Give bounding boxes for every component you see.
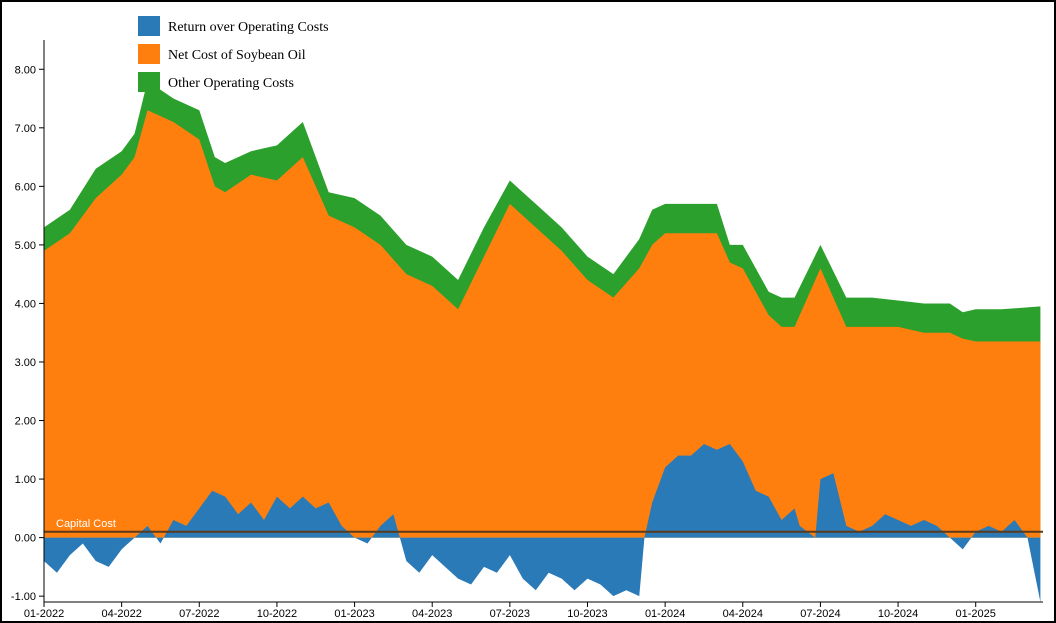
y-tick-label: 5.00 xyxy=(15,240,36,252)
y-tick-label: 0.00 xyxy=(15,533,36,545)
legend-label-soybean: Net Cost of Soybean Oil xyxy=(168,48,306,63)
y-tick-label: 7.00 xyxy=(15,123,36,135)
x-axis: 01-2022 04-2022 07-2022 10-2022 01-2023 04-20… xyxy=(24,601,1043,620)
x-tick-label: 01-2023 xyxy=(334,608,374,620)
y-axis: -1.00 0.00 1.00 2.00 3.00 4.00 5.00 6.00 7.00 8.0… xyxy=(11,40,45,603)
y-tick-label: 4.00 xyxy=(15,298,36,310)
x-tick-label: 04-2024 xyxy=(723,608,763,620)
y-tick-label: -1.00 xyxy=(11,591,36,603)
x-tick-label: 01-2025 xyxy=(956,608,996,620)
legend-swatch-other xyxy=(138,72,160,92)
legend-label-other: Other Operating Costs xyxy=(168,76,294,91)
x-tick-label: 07-2024 xyxy=(800,608,840,620)
x-tick-label: 01-2022 xyxy=(24,608,64,620)
area-net-cost-soybean-oil xyxy=(44,110,1041,538)
capital-cost-layer: Capital Cost xyxy=(44,518,1043,533)
x-tick-label: 01-2024 xyxy=(645,608,685,620)
legend-swatch-return xyxy=(138,16,160,36)
y-tick-label: 8.00 xyxy=(15,64,36,76)
x-tick-label: 04-2022 xyxy=(101,608,141,620)
y-tick-label: 3.00 xyxy=(15,357,36,369)
area-return-over-operating-costs xyxy=(44,443,1041,602)
y-tick-label: 2.00 xyxy=(15,416,36,428)
y-tick-label: 1.00 xyxy=(15,474,36,486)
capital-cost-label: Capital Cost xyxy=(56,518,116,530)
x-tick-label: 10-2023 xyxy=(567,608,607,620)
x-tick-label: 07-2023 xyxy=(490,608,530,620)
x-tick-label: 10-2024 xyxy=(878,608,918,620)
legend: Return over Operating Costs Net Cost of … xyxy=(138,16,329,92)
x-tick-label: 07-2022 xyxy=(179,608,219,620)
x-tick-label: 10-2022 xyxy=(257,608,297,620)
y-tick-label: 6.00 xyxy=(15,181,36,193)
x-tick-label: 04-2023 xyxy=(412,608,452,620)
legend-label-return: Return over Operating Costs xyxy=(168,20,329,35)
legend-swatch-soybean xyxy=(138,44,160,64)
areas-layer xyxy=(44,80,1041,602)
